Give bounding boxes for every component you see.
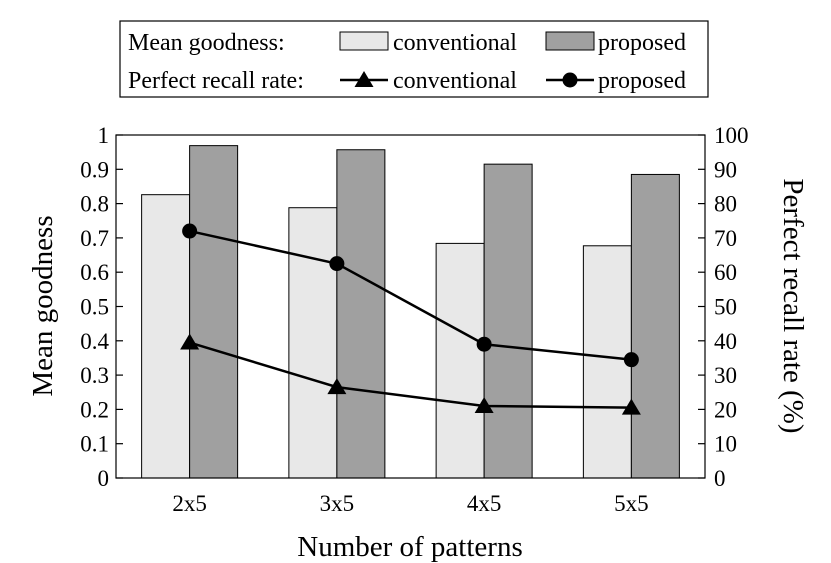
- y-axis-title-left: Mean goodness: [27, 215, 59, 396]
- y-tick-label-right: 60: [714, 260, 737, 285]
- line-proposed: [189, 229, 632, 361]
- y-tick-label-right: 0: [714, 466, 726, 491]
- bar-conventional-4x5: [435, 242, 485, 479]
- legend-label-conventional-bar: conventional: [393, 30, 517, 56]
- legend-marker-triangle: [354, 71, 374, 87]
- y-tick-label-right: 10: [714, 432, 737, 457]
- bar-proposed-3x5: [336, 149, 386, 479]
- bar-proposed-5x5: [630, 173, 680, 479]
- x-tick-label: 5x5: [614, 491, 649, 516]
- y-tick-label-left: 0.6: [80, 260, 109, 285]
- marker-proposed-3x5: [329, 256, 345, 272]
- x-axis-title: Number of patterns: [297, 531, 523, 563]
- x-tick-label: 2x5: [172, 491, 207, 516]
- y-tick-label-right: 100: [714, 123, 749, 148]
- y-tick-label-left: 0.8: [80, 192, 109, 217]
- y-tick-label-right: 80: [714, 192, 737, 217]
- y-tick-label-left: 0.2: [80, 397, 109, 422]
- y-tick-label-left: 0.5: [80, 295, 109, 320]
- y-tick-label-left: 0.3: [80, 363, 109, 388]
- marker-conventional-5x5: [621, 398, 641, 415]
- bar-proposed-4x5: [483, 163, 533, 479]
- legend-marker-circle: [562, 72, 578, 88]
- marker-conventional-3x5: [327, 378, 347, 395]
- bar-proposed-2x5: [189, 145, 239, 479]
- legend-label-proposed-line: proposed: [598, 68, 686, 94]
- lines: [180, 223, 641, 415]
- legend-swatch-conventional-bar: [339, 31, 389, 51]
- y-tick-label-left: 0: [98, 466, 110, 491]
- marker-proposed-4x5: [476, 336, 492, 352]
- bar-conventional-2x5: [141, 194, 191, 479]
- x-tick-label: 4x5: [467, 491, 502, 516]
- legend-label-proposed-bar: proposed: [598, 30, 686, 56]
- legend-line-group-label: Perfect recall rate:: [128, 68, 304, 94]
- y-tick-label-right: 30: [714, 363, 737, 388]
- marker-conventional-2x5: [180, 333, 200, 350]
- y-tick-label-right: 70: [714, 226, 737, 251]
- legend-bar-group-label: Mean goodness:: [128, 30, 285, 56]
- legend: Mean goodness: conventional proposed Per…: [119, 20, 709, 98]
- legend-label-conventional-line: conventional: [393, 68, 517, 94]
- marker-proposed-2x5: [182, 223, 198, 239]
- y-tick-label-left: 1: [98, 123, 110, 148]
- y-tick-label-right: 20: [714, 397, 737, 422]
- y-tick-label-right: 90: [714, 157, 737, 182]
- marker-conventional-4x5: [474, 396, 494, 413]
- line-conventional: [189, 341, 632, 409]
- y-tick-label-left: 0.1: [80, 432, 109, 457]
- y-tick-label-right: 50: [714, 295, 737, 320]
- x-tick-label: 3x5: [320, 491, 355, 516]
- bar-conventional-3x5: [288, 207, 338, 479]
- legend-swatch-proposed-bar: [545, 31, 595, 51]
- bars: [141, 145, 680, 479]
- y-tick-label-left: 0.7: [80, 226, 109, 251]
- y-tick-label-left: 0.4: [80, 329, 109, 354]
- y-tick-label-left: 0.9: [80, 157, 109, 182]
- marker-proposed-5x5: [623, 352, 639, 368]
- bar-conventional-5x5: [582, 245, 632, 479]
- legend-frame: [119, 20, 709, 98]
- y-axis-title-right: Perfect recall rate (%): [777, 178, 809, 433]
- ticks: 00.10.20.30.40.50.60.70.80.9101020304050…: [80, 123, 748, 516]
- y-tick-label-right: 40: [714, 329, 737, 354]
